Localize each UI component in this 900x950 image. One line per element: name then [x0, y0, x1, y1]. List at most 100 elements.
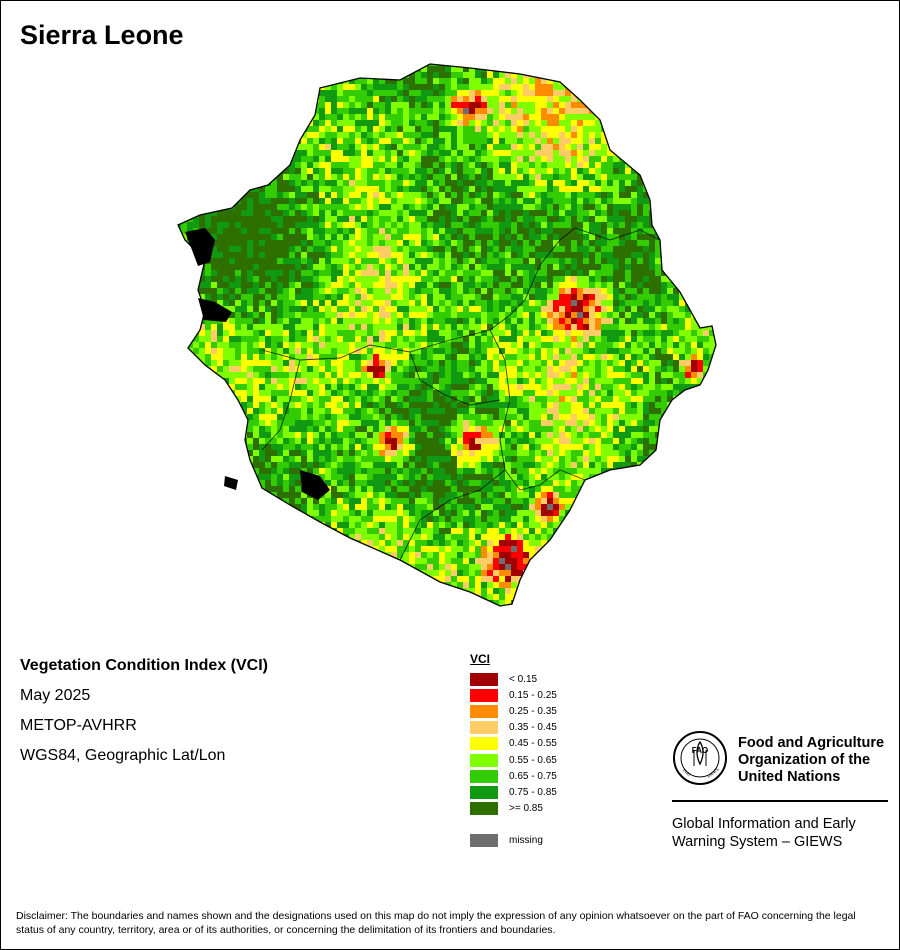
raster-cell [613, 138, 619, 144]
raster-cell [235, 354, 241, 360]
raster-cell [337, 72, 343, 78]
raster-cell [403, 210, 409, 216]
raster-cell [493, 264, 499, 270]
raster-cell [265, 108, 271, 114]
raster-cell [589, 336, 595, 342]
raster-cell [439, 120, 445, 126]
raster-cell [703, 258, 709, 264]
raster-cell [691, 216, 697, 222]
raster-cell [319, 222, 325, 228]
raster-cell [673, 156, 679, 162]
raster-cell [397, 96, 403, 102]
raster-cell [349, 270, 355, 276]
raster-cell [331, 276, 337, 282]
raster-cell [415, 384, 421, 390]
raster-cell [709, 234, 715, 240]
raster-cell [385, 102, 391, 108]
raster-cell [619, 210, 625, 216]
raster-cell [709, 204, 715, 210]
raster-cell [517, 366, 523, 372]
raster-cell [487, 228, 493, 234]
raster-cell [181, 150, 187, 156]
raster-cell [691, 144, 697, 150]
raster-cell [547, 240, 553, 246]
raster-cell [451, 180, 457, 186]
raster-cell [505, 366, 511, 372]
raster-cell [589, 276, 595, 282]
raster-cell [577, 216, 583, 222]
raster-cell [517, 252, 523, 258]
raster-cell [601, 192, 607, 198]
raster-cell [205, 126, 211, 132]
raster-cell [589, 222, 595, 228]
raster-cell [691, 306, 697, 312]
raster-cell [379, 216, 385, 222]
raster-cell [631, 138, 637, 144]
raster-cell [433, 126, 439, 132]
raster-cell [331, 138, 337, 144]
raster-cell [439, 300, 445, 306]
raster-cell [361, 330, 367, 336]
raster-cell [433, 366, 439, 372]
raster-cell [355, 336, 361, 342]
raster-cell [529, 384, 535, 390]
raster-cell [637, 330, 643, 336]
raster-cell [541, 96, 547, 102]
raster-cell [661, 204, 667, 210]
raster-cell [253, 270, 259, 276]
raster-cell [253, 360, 259, 366]
raster-cell [571, 324, 577, 330]
raster-cell [325, 342, 331, 348]
raster-cell [385, 252, 391, 258]
raster-cell [385, 108, 391, 114]
raster-cell [319, 96, 325, 102]
raster-cell [511, 300, 517, 306]
raster-cell [415, 300, 421, 306]
raster-cell [361, 276, 367, 282]
raster-cell [445, 372, 451, 378]
raster-cell [661, 120, 667, 126]
raster-cell [715, 198, 716, 204]
raster-cell [349, 324, 355, 330]
raster-cell [253, 162, 259, 168]
raster-cell [178, 306, 181, 312]
raster-cell [415, 366, 421, 372]
raster-cell [349, 246, 355, 252]
raster-cell [397, 150, 403, 156]
raster-cell [178, 186, 181, 192]
raster-cell [235, 72, 241, 78]
raster-cell [379, 246, 385, 252]
raster-cell [481, 72, 487, 78]
raster-cell [349, 126, 355, 132]
raster-cell [565, 78, 571, 84]
raster-cell [247, 264, 253, 270]
raster-cell [271, 150, 277, 156]
raster-cell [193, 210, 199, 216]
raster-cell [361, 120, 367, 126]
raster-cell [547, 186, 553, 192]
raster-cell [583, 180, 589, 186]
raster-cell [505, 252, 511, 258]
raster-cell [547, 270, 553, 276]
raster-cell [415, 64, 421, 66]
raster-cell [511, 240, 517, 246]
raster-cell [379, 64, 385, 66]
raster-cell [337, 168, 343, 174]
raster-cell [565, 204, 571, 210]
raster-cell [199, 186, 205, 192]
raster-cell [235, 246, 241, 252]
raster-cell [319, 258, 325, 264]
raster-cell [307, 270, 313, 276]
raster-cell [247, 174, 253, 180]
raster-cell [697, 240, 703, 246]
raster-cell [679, 120, 685, 126]
raster-cell [178, 72, 181, 78]
raster-cell [253, 264, 259, 270]
raster-cell [211, 270, 217, 276]
raster-cell [259, 66, 265, 72]
raster-cell [673, 162, 679, 168]
raster-cell [277, 228, 283, 234]
raster-cell [355, 282, 361, 288]
raster-cell [427, 198, 433, 204]
raster-cell [391, 282, 397, 288]
